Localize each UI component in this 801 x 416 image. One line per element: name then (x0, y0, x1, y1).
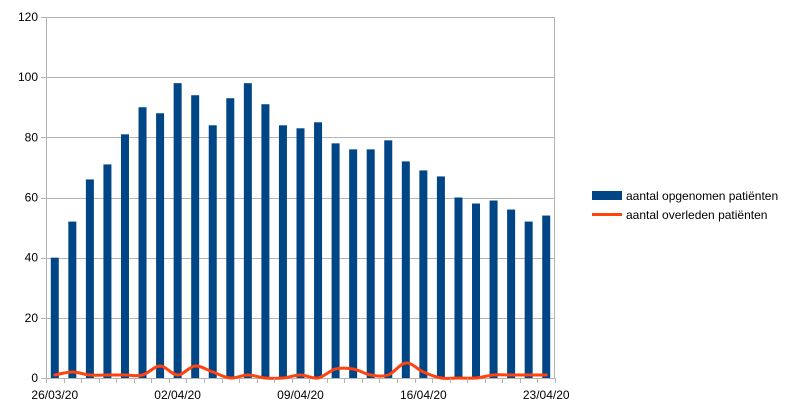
x-tick-label: 26/03/20 (31, 388, 78, 402)
y-tick-label: 120 (18, 10, 38, 24)
y-tick-label: 80 (25, 130, 39, 144)
bar-opgenomen (366, 149, 375, 378)
legend-label-opgenomen: aantal opgenomen patiënten (626, 189, 778, 203)
bar-opgenomen (226, 98, 235, 378)
y-tick-label: 20 (25, 311, 39, 325)
bar-opgenomen (419, 170, 428, 378)
bar-opgenomen (331, 143, 340, 378)
bar-opgenomen (401, 161, 410, 378)
bar-opgenomen (156, 113, 165, 379)
bar-opgenomen (208, 125, 217, 378)
bar-opgenomen (278, 125, 287, 378)
bar-opgenomen (173, 83, 182, 379)
bar-opgenomen (243, 83, 252, 379)
bar-opgenomen (261, 104, 270, 379)
bar-opgenomen (314, 122, 323, 378)
legend-swatch-overleden (592, 213, 622, 216)
bar-opgenomen (296, 128, 305, 378)
bar-opgenomen (524, 221, 533, 378)
line-series (53, 361, 548, 380)
bar-opgenomen (472, 203, 481, 378)
bar-opgenomen (454, 197, 463, 378)
bar-opgenomen (50, 257, 59, 378)
bar-opgenomen (384, 140, 393, 378)
bar-series (50, 83, 551, 379)
legend: aantal opgenomen patiënten aantal overle… (592, 189, 778, 222)
bar-opgenomen (489, 200, 498, 378)
legend-swatch-opgenomen (592, 191, 622, 200)
y-tick-label: 0 (31, 371, 38, 385)
y-tick-label: 60 (25, 191, 39, 205)
legend-label-overleden: aantal overleden patiënten (626, 208, 767, 222)
bar-opgenomen (85, 179, 94, 378)
line-overleden (53, 361, 548, 380)
y-tick-label: 40 (25, 251, 39, 265)
x-tick-label: 23/04/20 (523, 388, 570, 402)
bar-opgenomen (68, 221, 77, 378)
bar-opgenomen (436, 176, 445, 378)
x-tick-label: 16/04/20 (400, 388, 447, 402)
bar-opgenomen (103, 164, 112, 378)
bar-opgenomen (138, 107, 147, 378)
y-tick-label: 100 (18, 70, 38, 84)
x-tick-label: 09/04/20 (277, 388, 324, 402)
bar-opgenomen (542, 215, 551, 378)
bar-opgenomen (191, 95, 200, 378)
x-tick-label: 02/04/20 (154, 388, 201, 402)
bar-opgenomen (507, 209, 516, 378)
bar-opgenomen (120, 134, 129, 378)
axes: 0 20 40 60 80 100 120 26/03/20 02/04/20 09/04/20 1… (18, 10, 570, 402)
bar-opgenomen (349, 149, 358, 378)
